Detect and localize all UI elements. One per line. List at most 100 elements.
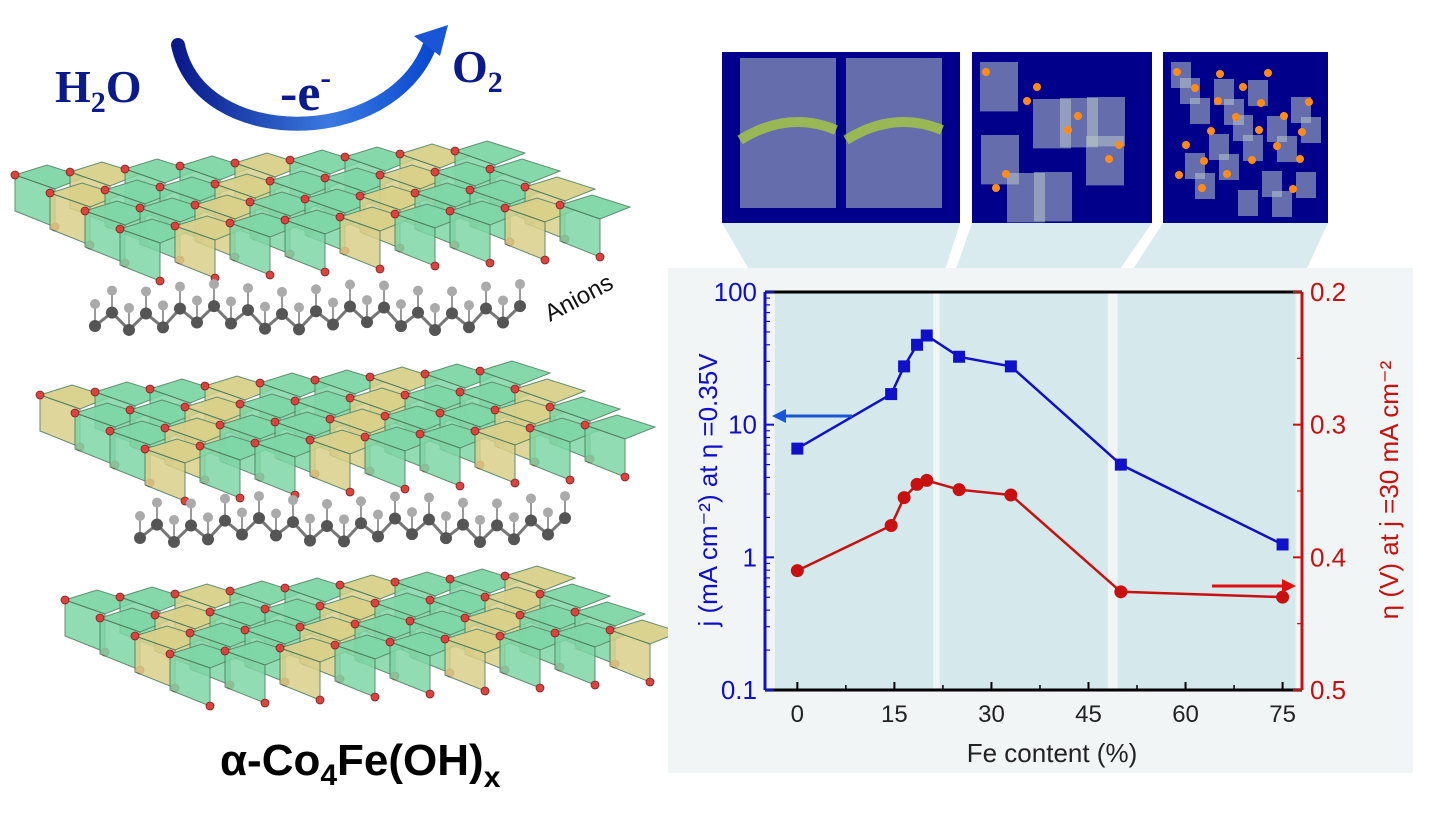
- oxygen-node: [495, 631, 505, 641]
- carbon-atom: [174, 302, 186, 315]
- hydrogen-atom: [243, 283, 253, 294]
- carbon-atom: [253, 512, 265, 525]
- nanosheet: [1243, 135, 1263, 161]
- oxygen-node: [205, 607, 215, 617]
- oxygen-node: [95, 613, 105, 623]
- hydrogen-atom: [90, 299, 100, 309]
- nanosheet-edge: [843, 117, 944, 145]
- current-density-point: [1114, 458, 1127, 471]
- fe-particle: [1200, 157, 1208, 165]
- nanosheet: [1238, 190, 1258, 216]
- right-axis-indicator-arrowhead: [1282, 579, 1296, 593]
- fe-particle: [1264, 69, 1272, 77]
- oxygen-node: [285, 155, 295, 165]
- product-label: O2: [452, 41, 503, 99]
- hydrogen-atom: [390, 491, 400, 502]
- hydrogen-atom: [186, 498, 196, 509]
- fe-particle: [1298, 128, 1306, 136]
- right-y-tick-label: 0.3: [1310, 410, 1346, 440]
- oxygen-node: [360, 432, 370, 442]
- carbon-atom: [361, 316, 373, 329]
- reaction-scheme: H2O -e- O2: [55, 25, 503, 131]
- oxygen-node: [130, 631, 140, 641]
- right-y-tick-label: 0.2: [1310, 277, 1346, 307]
- hydrogen-atom: [498, 295, 508, 306]
- oxygen-node: [275, 643, 285, 653]
- anion-chain: [134, 491, 571, 548]
- x-tick-label: 60: [1172, 701, 1199, 728]
- fe-particle: [1175, 171, 1183, 179]
- oxygen-node: [60, 595, 70, 605]
- oxygen-node: [345, 393, 355, 403]
- oxygen-node: [175, 161, 185, 171]
- carbon-atom: [157, 321, 169, 334]
- carbon-atom: [412, 306, 424, 319]
- fe-particle: [1248, 156, 1256, 164]
- oxygen-node: [280, 215, 290, 225]
- overpotential-point: [790, 564, 804, 578]
- fe-particle: [1182, 141, 1190, 149]
- oxygen-node: [315, 695, 325, 705]
- fe-particle: [1214, 97, 1222, 105]
- hydrogen-atom: [277, 286, 287, 297]
- fe-particle: [1191, 84, 1199, 92]
- carbon-atom: [344, 300, 356, 313]
- fe-particle: [982, 68, 990, 76]
- hydrogen-atom: [458, 497, 468, 508]
- fe-particle: [1002, 170, 1010, 178]
- x-tick-label: 45: [1075, 701, 1102, 728]
- oxygen-node: [375, 170, 385, 180]
- hydrogen-atom: [271, 508, 281, 519]
- oxygen-node: [520, 182, 530, 192]
- carbon-atom: [508, 533, 520, 546]
- oxygen-node: [215, 420, 225, 430]
- carbon-atom: [310, 305, 322, 318]
- oxygen-node: [170, 221, 180, 231]
- oxygen-node: [330, 640, 340, 650]
- morphology-inset: [722, 52, 960, 223]
- hydrogen-atom: [294, 302, 304, 313]
- oxygen-node: [340, 152, 350, 162]
- oxygen-node: [320, 267, 330, 277]
- carbon-atom: [134, 532, 146, 544]
- carbon-atom: [321, 519, 333, 532]
- nanosheet: [1262, 171, 1282, 197]
- oxygen-node: [455, 387, 465, 397]
- oxygen-node: [190, 200, 200, 210]
- oxygen-node: [10, 170, 20, 180]
- oxygen-node: [355, 191, 365, 201]
- oxygen-node: [480, 592, 490, 602]
- overpotential-point: [952, 483, 966, 497]
- oxygen-node: [325, 414, 335, 424]
- oxygen-node: [185, 628, 195, 638]
- fe-particle: [1064, 126, 1072, 134]
- nanosheet: [1190, 98, 1210, 124]
- fe-particle: [1105, 155, 1113, 163]
- oxygen-node: [165, 649, 175, 659]
- current-density-point: [885, 388, 898, 401]
- carbon-atom: [389, 512, 401, 525]
- oxygen-node: [420, 369, 430, 379]
- oxygen-node: [390, 209, 400, 219]
- fe-particle: [1198, 184, 1206, 192]
- oxygen-node: [35, 390, 45, 400]
- oxygen-node: [485, 258, 495, 268]
- nanosheet: [1248, 80, 1268, 106]
- x-tick-label: 15: [881, 701, 908, 728]
- oxygen-node: [225, 218, 235, 228]
- carbon-atom: [542, 528, 554, 541]
- hydrogen-atom: [169, 514, 179, 525]
- carbon-atom: [270, 529, 282, 542]
- morphology-inset: [972, 52, 1152, 223]
- composition-region: [1117, 292, 1296, 690]
- carbon-atom: [440, 532, 452, 545]
- hydrogen-atom: [254, 491, 264, 502]
- oxygen-node: [350, 619, 360, 629]
- hydrogen-atom: [379, 280, 389, 291]
- hydrogen-atom: [158, 300, 168, 311]
- x-tick-label: 0: [791, 701, 804, 728]
- carbon-atom: [514, 300, 526, 313]
- right-y-tick-label: 0.4: [1310, 542, 1346, 572]
- fe-particle: [1273, 142, 1281, 150]
- oxygen-node: [370, 692, 380, 702]
